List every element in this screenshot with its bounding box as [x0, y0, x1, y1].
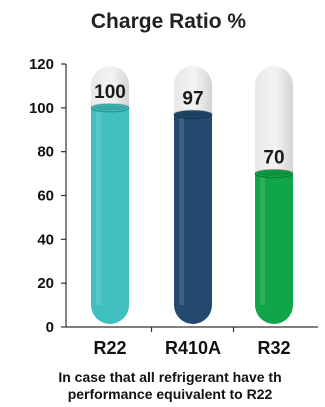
chart-title: Charge Ratio %: [90, 10, 247, 33]
x-tick-label-r410a: R410A: [165, 338, 221, 358]
bar-r410a: [173, 109, 213, 325]
chart-caption: In case that all refrigerant have th per…: [0, 369, 325, 403]
x-tick-label-r22: R22: [93, 338, 126, 358]
caption-line-2: performance equivalent to R22: [67, 386, 273, 402]
y-tick-label: 40: [37, 231, 54, 248]
data-label-r22: 100: [94, 82, 126, 103]
y-tick-label: 80: [37, 144, 54, 161]
data-label-r32: 70: [263, 148, 284, 169]
x-tick-label-r32: R32: [257, 338, 290, 358]
bar-r22: [90, 103, 130, 324]
y-tick-label: 120: [29, 56, 54, 73]
y-tick-label: 20: [37, 275, 54, 292]
bar-r32: [254, 168, 294, 324]
caption-line-1: In case that all refrigerant have th: [58, 369, 282, 385]
y-tick-label: 100: [29, 100, 54, 117]
y-tick-label: 0: [46, 319, 54, 336]
data-label-r410a: 97: [182, 88, 203, 109]
y-tick-label: 60: [37, 188, 54, 205]
